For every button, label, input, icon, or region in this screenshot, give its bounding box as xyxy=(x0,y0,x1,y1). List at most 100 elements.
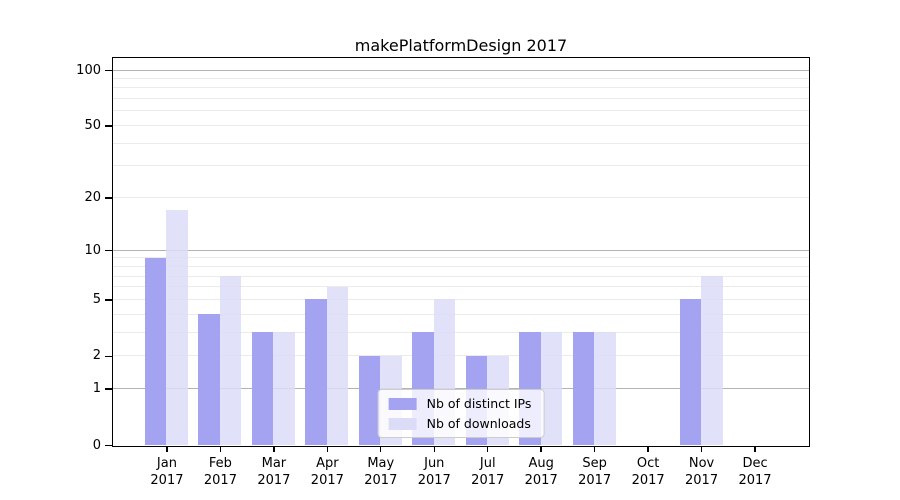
x-tick-year: 2017 xyxy=(524,472,558,488)
x-tick-month: Sep xyxy=(582,455,607,471)
gridline-minor xyxy=(113,298,809,300)
y-tick-mark xyxy=(105,444,112,447)
gridline-minor xyxy=(113,142,809,144)
x-tick-year: 2017 xyxy=(738,472,772,488)
x-tick-label: Jun 2017 xyxy=(402,455,466,489)
x-tick-month: Mar xyxy=(261,455,287,471)
y-tick-mark xyxy=(105,249,112,252)
bar-distinct-ips xyxy=(679,299,702,445)
x-tick-year: 2017 xyxy=(203,472,237,488)
gridline-major xyxy=(113,69,809,71)
bar-downloads xyxy=(540,332,563,445)
x-tick-label: Feb 2017 xyxy=(188,455,252,489)
y-tick-mark xyxy=(105,69,112,72)
x-tick-month: Dec xyxy=(742,455,768,471)
x-tick-year: 2017 xyxy=(310,472,344,488)
bar-downloads xyxy=(166,210,188,445)
plot-area: Nb of distinct IPs Nb of downloads xyxy=(112,57,810,447)
gridline-minor xyxy=(113,125,809,127)
y-tick-label: 0 xyxy=(92,437,101,453)
bar-downloads xyxy=(219,276,242,445)
bar-distinct-ips xyxy=(572,332,595,445)
gridline-minor xyxy=(113,331,809,333)
legend-label-distinct-ips: Nb of distinct IPs xyxy=(426,396,532,411)
gridline-minor xyxy=(113,197,809,199)
gridline-major xyxy=(113,249,809,251)
x-tick-mark xyxy=(433,447,435,452)
bar-distinct-ips xyxy=(198,314,220,445)
x-tick-month: Jun xyxy=(424,455,445,471)
x-tick-mark xyxy=(326,447,329,452)
y-tick-label: 2 xyxy=(92,348,101,364)
y-tick-label: 100 xyxy=(76,62,101,78)
legend: Nb of distinct IPs Nb of downloads xyxy=(377,389,545,438)
x-tick-mark xyxy=(380,447,382,452)
legend-item-downloads: Nb of downloads xyxy=(388,416,532,431)
bar-distinct-ips xyxy=(305,299,327,445)
bar-downloads xyxy=(594,332,616,445)
x-tick-label: Sep 2017 xyxy=(563,455,627,489)
x-tick-mark xyxy=(540,447,542,452)
legend-swatch-distinct-ips xyxy=(388,397,417,410)
x-tick-year: 2017 xyxy=(471,472,505,488)
x-tick-label: May 2017 xyxy=(349,455,413,489)
chart-title: makePlatformDesign 2017 xyxy=(354,36,568,55)
gridline-minor xyxy=(113,286,809,288)
y-tick-label: 10 xyxy=(84,242,101,258)
x-tick-year: 2017 xyxy=(257,472,291,488)
y-tick-mark xyxy=(105,125,112,127)
gridline-minor xyxy=(113,165,809,167)
x-tick-year: 2017 xyxy=(631,472,665,488)
x-tick-label: Oct 2017 xyxy=(616,455,680,489)
gridline-minor xyxy=(113,87,809,89)
x-tick-mark xyxy=(700,447,703,452)
bar-distinct-ips xyxy=(251,332,274,445)
gridline-minor xyxy=(113,110,809,112)
bar-distinct-ips xyxy=(358,355,381,445)
y-tick-mark xyxy=(105,299,112,301)
gridline-minor xyxy=(113,257,809,259)
x-tick-month: Jan xyxy=(156,455,177,471)
y-tick-mark xyxy=(105,197,112,199)
x-tick-mark xyxy=(487,447,489,452)
x-tick-month: Aug xyxy=(528,455,554,471)
x-tick-mark xyxy=(593,447,596,452)
x-tick-month: May xyxy=(367,455,395,471)
x-tick-month: Oct xyxy=(636,455,660,471)
x-tick-mark xyxy=(219,447,222,452)
x-tick-label: Nov 2017 xyxy=(670,455,734,489)
gridline-minor xyxy=(113,265,809,267)
legend-label-downloads: Nb of downloads xyxy=(426,416,531,431)
legend-swatch-downloads xyxy=(388,417,417,430)
x-tick-year: 2017 xyxy=(364,472,398,488)
gridline-minor xyxy=(113,98,809,100)
x-tick-mark xyxy=(166,447,168,452)
gridline-major xyxy=(113,388,809,390)
x-tick-year: 2017 xyxy=(417,472,451,488)
x-tick-label: Aug 2017 xyxy=(509,455,573,489)
x-tick-mark xyxy=(754,447,756,452)
y-tick-mark xyxy=(105,355,112,357)
y-tick-label: 50 xyxy=(84,118,101,134)
gridline-minor xyxy=(113,313,809,315)
y-tick-label: 1 xyxy=(92,381,101,397)
x-tick-month: Nov xyxy=(688,455,715,471)
x-tick-year: 2017 xyxy=(685,472,719,488)
x-tick-month: Feb xyxy=(208,455,232,471)
x-tick-year: 2017 xyxy=(150,472,184,488)
x-tick-mark xyxy=(647,447,649,452)
x-tick-label: Apr 2017 xyxy=(295,455,359,489)
x-tick-label: Mar 2017 xyxy=(242,455,306,489)
x-tick-year: 2017 xyxy=(578,472,612,488)
y-tick-label: 5 xyxy=(92,291,101,307)
x-tick-month: Apr xyxy=(316,455,339,471)
y-tick-label: 20 xyxy=(84,190,101,206)
gridline-minor xyxy=(113,355,809,357)
bar-distinct-ips xyxy=(144,257,167,445)
gridline-minor xyxy=(113,275,809,277)
gridline-minor xyxy=(113,77,809,79)
bar-downloads xyxy=(701,276,723,445)
x-tick-mark xyxy=(273,447,275,452)
bar-downloads xyxy=(326,286,349,445)
